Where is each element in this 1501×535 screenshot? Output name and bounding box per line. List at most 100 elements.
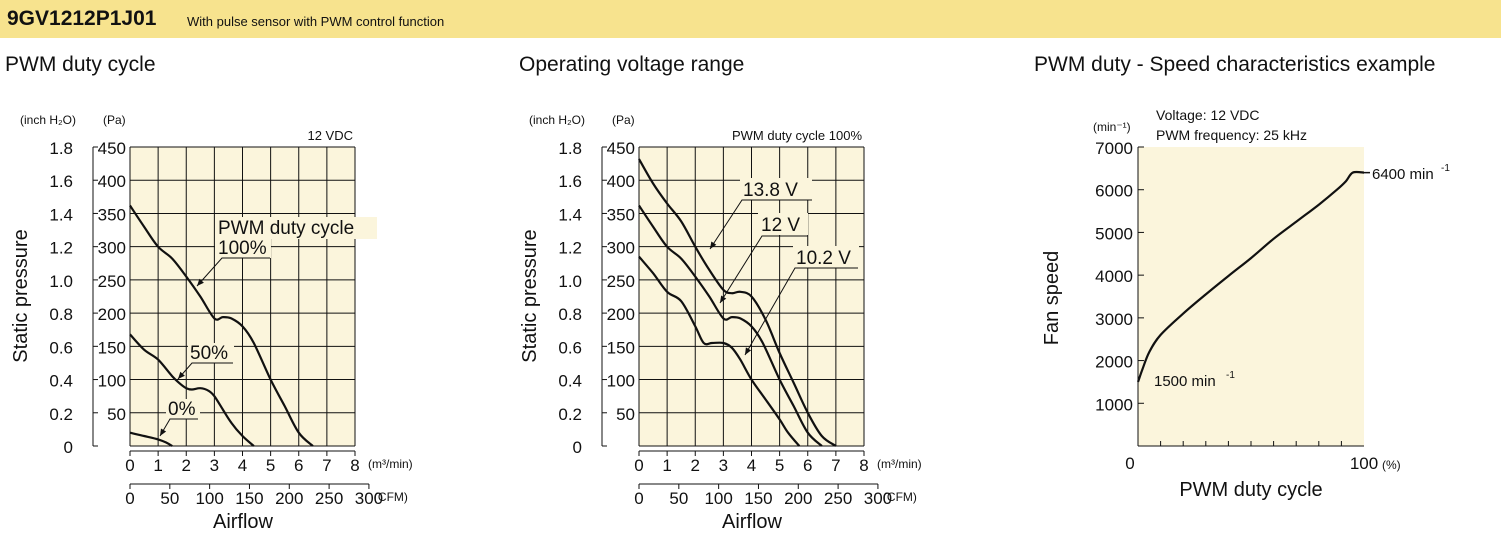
c1-xtick-cfm: 250 — [315, 489, 343, 508]
c1-legend-label: PWM duty cycle — [218, 218, 354, 239]
c2-ytick-inch: 0.2 — [558, 405, 582, 424]
c1-series-label-100: 100% — [218, 238, 267, 259]
c1-xtick-cfm: 50 — [160, 489, 179, 508]
c1-ylabel: Static pressure — [10, 229, 32, 362]
c1-ytick-inch: 0.2 — [49, 405, 73, 424]
c2-xtick-m3: 5 — [775, 456, 784, 475]
c3-ytick: 4000 — [1095, 267, 1133, 286]
c1-ytick-inch: 0.6 — [49, 338, 73, 357]
c3-xtick: 0 — [1125, 454, 1134, 473]
c1-unit-inch: (inch H₂O) — [20, 113, 76, 127]
c3-ytick: 3000 — [1095, 310, 1133, 329]
c1-xtick-cfm: 100 — [195, 489, 223, 508]
c1-xtick-m3: 1 — [153, 456, 162, 475]
c2-ytick-inch: 0.8 — [558, 305, 582, 324]
c1-xtick-cfm: 300 — [355, 489, 383, 508]
c2-xtick-cfm: 50 — [669, 489, 688, 508]
c2-ytick-inch: 1.4 — [558, 205, 582, 224]
c2-ytick-inch: 1.0 — [558, 272, 582, 291]
c2-ytick-inch: 0.4 — [558, 372, 582, 391]
c1-series-label-50: 50% — [190, 343, 228, 364]
c1-curve-0 — [129, 204, 314, 447]
c1-xtick-m3: 6 — [294, 456, 303, 475]
c2-xtick-m3: 8 — [859, 456, 868, 475]
c2-xtick-m3: 1 — [662, 456, 671, 475]
c2-xtick-cfm: 250 — [824, 489, 852, 508]
c2-ytick-pa: 150 — [607, 338, 635, 357]
c1-xtick-m3: 0 — [125, 456, 134, 475]
c1-ytick-inch: 0.8 — [49, 305, 73, 324]
c1-ytick-pa: 200 — [98, 305, 126, 324]
c2-arrow-12-arrowhead — [720, 295, 727, 303]
c2-arrow-102-arrowhead — [745, 347, 752, 355]
c3-annotation-min-sup: -1 — [1226, 370, 1235, 381]
c2-series-label-1: 12 V — [761, 215, 800, 236]
chart2-title: Operating voltage range — [519, 53, 745, 76]
c1-label-50-bg — [188, 343, 234, 363]
c2-xtick-cfm: 0 — [634, 489, 643, 508]
c1-xtick-cfm: 150 — [235, 489, 263, 508]
c2-xtick-m3: 6 — [803, 456, 812, 475]
c1-xtick-cfm: 0 — [125, 489, 134, 508]
c2-ytick-pa: 100 — [607, 372, 635, 391]
c2-xtick-m3: 0 — [634, 456, 643, 475]
c1-ytick-pa: 50 — [107, 405, 126, 424]
c3-plot-area — [1138, 147, 1364, 446]
c2-xtick-cfm: 300 — [864, 489, 892, 508]
c1-ytick-pa: 150 — [98, 338, 126, 357]
c2-unit-m3: (m³/min) — [877, 457, 922, 471]
c2-arrow-102-leader — [744, 267, 858, 356]
c1-arrow-0-arrowhead — [160, 428, 167, 436]
c3-condition-frequency: PWM frequency: 25 kHz — [1156, 127, 1307, 143]
c1-ytick-inch: 1.6 — [49, 172, 73, 191]
c2-curve-0 — [638, 158, 837, 447]
c2-xtick-cfm: 100 — [704, 489, 732, 508]
c2-ytick-inch: 1.2 — [558, 239, 582, 258]
c3-xlabel: PWM duty cycle — [1179, 479, 1322, 501]
c2-xtick-cfm: 150 — [744, 489, 772, 508]
c2-curve-2 — [638, 255, 801, 447]
c2-ytick-inch: 1.6 — [558, 172, 582, 191]
c3-annotation-min: 1500 min — [1154, 373, 1216, 390]
c3-xtick: 100 — [1350, 454, 1378, 473]
c1-ytick-inch: 1.8 — [49, 139, 73, 158]
c3-speed-curve — [1136, 170, 1365, 383]
c2-xtick-cfm: 200 — [784, 489, 812, 508]
c2-condition: PWM duty cycle 100% — [732, 128, 862, 143]
c1-legend-bg — [215, 217, 377, 239]
c2-unit-pa: (Pa) — [612, 113, 635, 127]
c2-ytick-inch: 0 — [573, 438, 582, 457]
c1-arrow-50-arrowhead — [178, 371, 185, 379]
c2-arrow-138-arrowhead — [710, 241, 717, 249]
c2-unit-inch: (inch H₂O) — [529, 113, 585, 127]
model-number: 9GV1212P1J01 — [7, 7, 157, 30]
c1-arrow-100-leader — [196, 257, 270, 287]
c2-arrow-12-leader — [719, 235, 808, 304]
c1-unit-pa: (Pa) — [103, 113, 126, 127]
c2-xtick-m3: 2 — [691, 456, 700, 475]
c2-xlabel: Airflow — [722, 511, 783, 533]
c1-xtick-m3: 4 — [238, 456, 247, 475]
c1-xtick-m3: 3 — [210, 456, 219, 475]
c1-xtick-m3: 5 — [266, 456, 275, 475]
c1-curve-1 — [129, 333, 255, 447]
c1-ytick-pa: 300 — [98, 239, 126, 258]
c2-unit-cfm: (CFM) — [883, 490, 917, 504]
c2-curve-1 — [638, 204, 823, 447]
c2-ytick-pa: 400 — [607, 172, 635, 191]
c1-ytick-pa: 350 — [98, 205, 126, 224]
model-description: With pulse sensor with PWM control funct… — [187, 14, 445, 29]
c1-arrow-100-arrowhead — [197, 278, 204, 286]
c1-arrow-50-leader — [177, 362, 233, 380]
c3-annotation-max-sup: -1 — [1441, 163, 1450, 174]
c2-xtick-m3: 3 — [719, 456, 728, 475]
chart3-title: PWM duty - Speed characteristics example — [1034, 53, 1436, 76]
c2-ytick-pa: 250 — [607, 272, 635, 291]
c3-ytick: 6000 — [1095, 182, 1133, 201]
c1-condition: 12 VDC — [307, 128, 353, 143]
c3-unit-y: (min⁻¹) — [1093, 120, 1131, 134]
c2-ytick-pa: 50 — [616, 405, 635, 424]
